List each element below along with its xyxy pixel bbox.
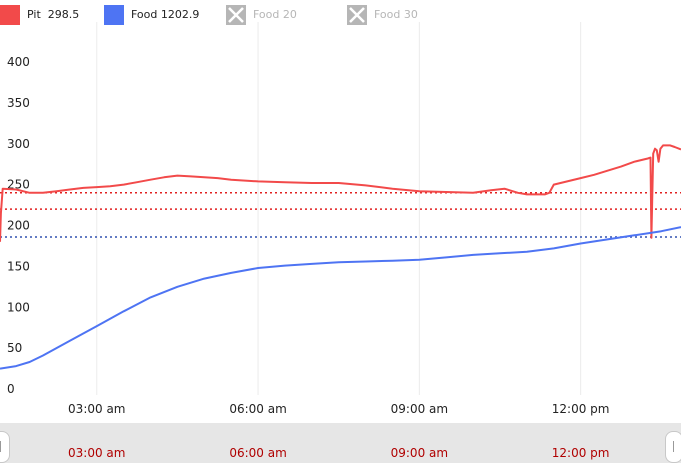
- y-axis-ticks: 0 50 100 150 200 250 300 350 400: [7, 55, 30, 396]
- range-navigator[interactable]: 03:00 am 06:00 am 09:00 am 12:00 pm: [0, 423, 681, 463]
- navigator-tick-label: 03:00 am: [68, 446, 126, 460]
- legend-food2-label: Food 2: [253, 8, 290, 21]
- legend-food-label: Food: [131, 8, 158, 21]
- temperature-chart[interactable]: 0 50 100 150 200 250 300 350 400 03:00 am 06:00 a…: [0, 0, 681, 423]
- y-tick-label: 350: [7, 96, 30, 110]
- legend-pit-value: 298.5: [47, 8, 80, 21]
- x-tick-label: 09:00 am: [391, 402, 448, 416]
- pit-swatch-icon: [0, 5, 20, 25]
- y-tick-label: 250: [7, 178, 30, 192]
- navigator-right-handle[interactable]: [665, 431, 681, 463]
- legend-pit-label: Pit: [27, 8, 41, 21]
- navigator-left-handle[interactable]: [0, 431, 10, 463]
- y-tick-label: 400: [7, 55, 30, 69]
- x-box-icon: [226, 5, 246, 25]
- legend-food-value: 1202.9: [160, 8, 200, 21]
- legend-food2-value: 0: [289, 8, 297, 21]
- navigator-tick-label: 12:00 pm: [551, 446, 610, 460]
- legend-food3-value: 0: [410, 8, 418, 21]
- x-gridlines: [96, 22, 582, 395]
- y-tick-label: 200: [7, 219, 30, 233]
- navigator-tick-label: 06:00 am: [229, 446, 287, 460]
- x-tick-label: 06:00 am: [229, 402, 286, 416]
- y-tick-label: 100: [7, 300, 30, 314]
- series-line-pit: [0, 144, 681, 242]
- y-tick-label: 150: [7, 259, 30, 273]
- x-tick-label: 03:00 am: [68, 402, 125, 416]
- legend-food3-label: Food 3: [374, 8, 411, 21]
- navigator-tick-label: 09:00 am: [390, 446, 449, 460]
- x-axis-ticks: 03:00 am 06:00 am 09:00 am 12:00 pm: [68, 402, 609, 416]
- y-tick-label: 50: [7, 341, 22, 355]
- chart-legend: Pit 298.5 Food 1202.9 Food 20 Food 30: [0, 0, 681, 30]
- food-swatch-icon: [104, 5, 124, 25]
- y-tick-label: 0: [7, 382, 15, 396]
- series-lines: [0, 144, 681, 370]
- reference-lines: [0, 192, 681, 238]
- series-line-food: [0, 226, 681, 370]
- x-box-icon: [347, 5, 367, 25]
- x-tick-label: 12:00 pm: [552, 402, 610, 416]
- y-tick-label: 300: [7, 137, 30, 151]
